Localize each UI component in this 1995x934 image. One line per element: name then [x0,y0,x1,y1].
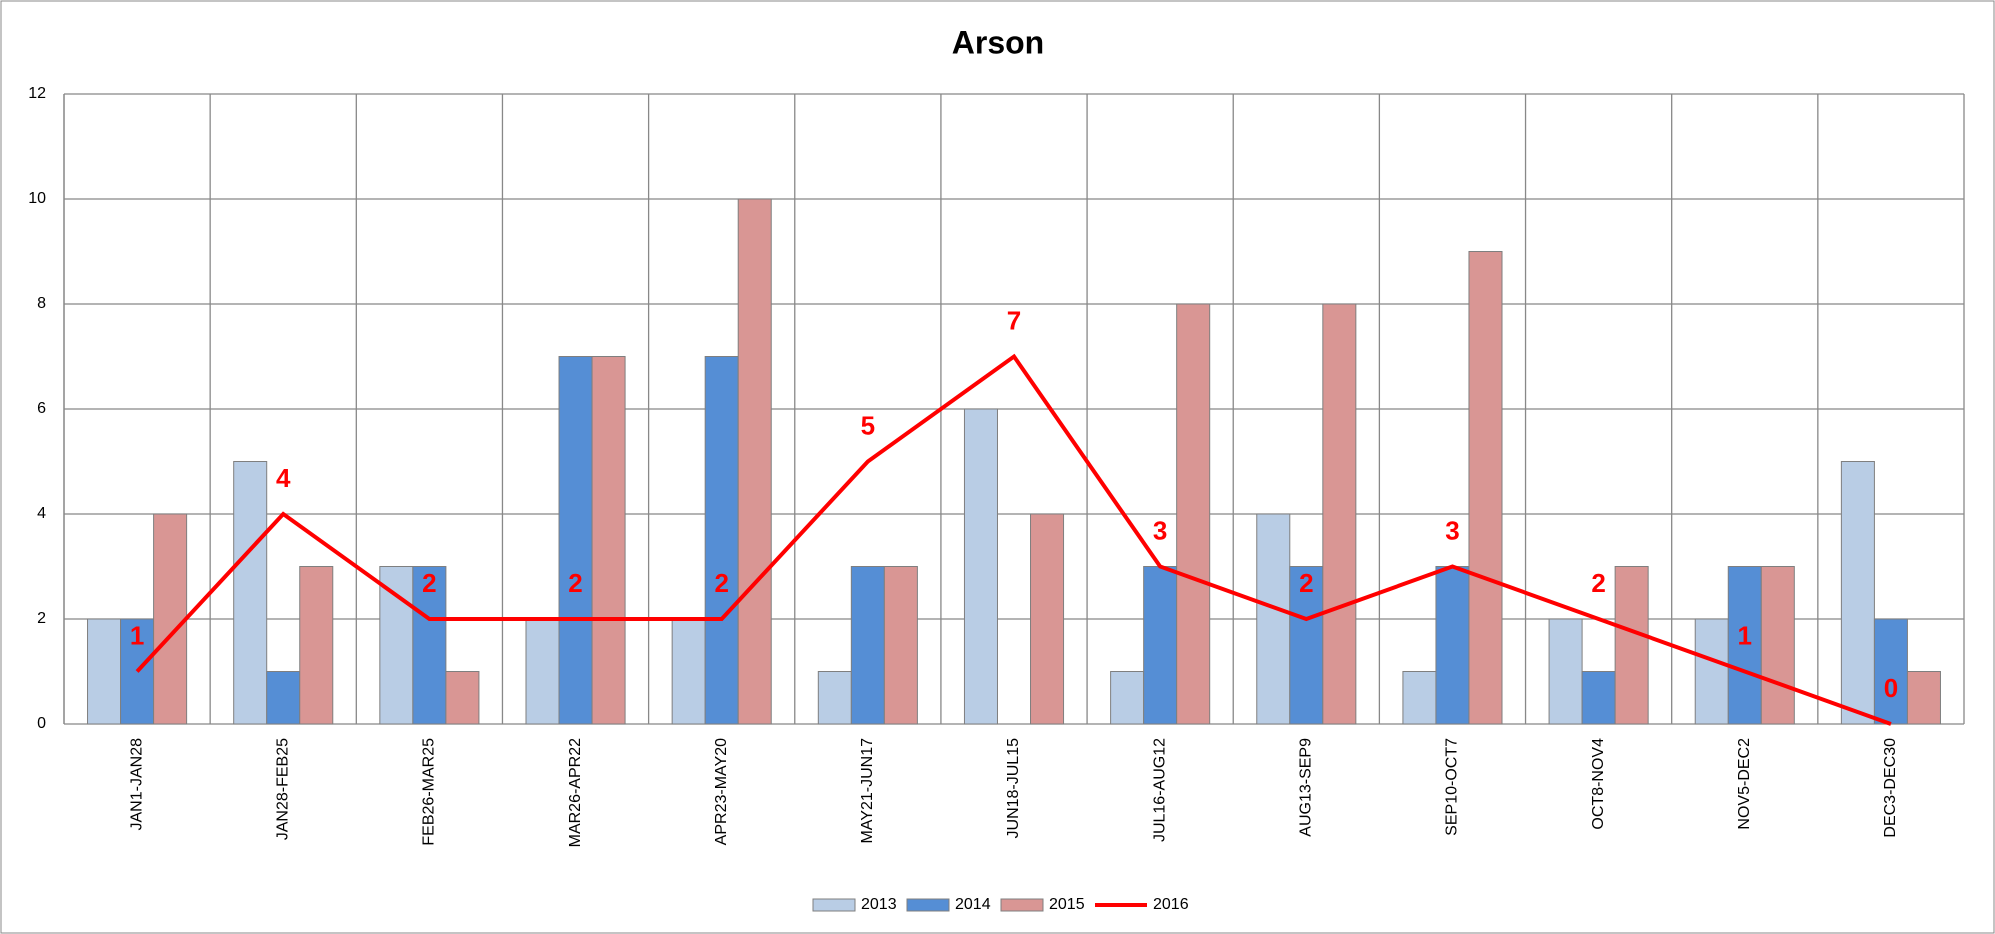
data-label: 1 [1738,620,1752,650]
x-tick-label: JUN18-JUL15 [1005,738,1022,839]
bar [445,671,480,725]
legend-swatch [1000,898,1044,912]
y-tick-label: 6 [37,400,46,417]
x-tick-label: OCT8-NOV4 [1590,738,1607,830]
bar [379,566,414,725]
data-label: 5 [861,410,875,440]
bar [1402,671,1437,725]
y-tick-label: 8 [37,295,46,312]
bar [525,618,560,725]
data-label: 4 [276,463,291,493]
bar [266,671,301,725]
y-tick-label: 4 [37,505,46,522]
x-tick-label: NOV5-DEC2 [1736,738,1753,830]
y-tick-label: 0 [37,715,46,732]
bar [817,671,852,725]
bar [671,618,706,725]
bar [299,566,334,725]
y-tick-label: 2 [37,610,46,627]
x-tick-label: MAY21-JUN17 [859,738,876,844]
bar [1435,566,1470,725]
data-label: 2 [568,568,582,598]
bar [87,618,122,725]
bar [233,461,268,725]
bar [737,198,772,725]
line-series [135,353,1892,726]
bar [120,618,155,725]
legend-label: 2016 [1153,896,1189,913]
bar [1840,461,1875,725]
bar [1176,303,1211,725]
bar [1468,251,1503,725]
bar [1727,566,1762,725]
bar [153,513,188,725]
bar [591,356,626,725]
x-tick-label: JAN28-FEB25 [274,738,291,840]
y-tick-label: 12 [28,85,46,102]
y-tick-label: 10 [28,190,46,207]
data-label: 3 [1153,515,1167,545]
bar [883,566,918,725]
x-tick-label: JUL16-AUG12 [1151,738,1168,842]
bar [1110,671,1145,725]
bar [1030,513,1065,725]
x-tick-label: AUG13-SEP9 [1298,738,1315,837]
bar [1760,566,1795,725]
data-label: 3 [1445,515,1459,545]
data-label: 2 [422,568,436,598]
legend-label: 2015 [1049,896,1085,913]
chart-title: Arson [952,24,1044,60]
legend-label: 2013 [861,896,897,913]
x-tick-label: DEC3-DEC30 [1882,738,1899,838]
bar [412,566,447,725]
x-tick-label: SEP10-OCT7 [1444,738,1461,836]
bar [1873,618,1908,725]
bar [558,356,593,725]
bar [1256,513,1291,725]
bar [963,408,998,725]
bar [1548,618,1583,725]
x-tick-label: FEB26-MAR25 [421,738,438,846]
bar [1581,671,1616,725]
legend-swatch [812,898,856,912]
x-tick-label: JAN1-JAN28 [128,738,145,831]
legend-label: 2014 [955,896,991,913]
bar [1289,566,1324,725]
data-label: 2 [1591,568,1605,598]
x-tick-label: APR23-MAY20 [713,738,730,845]
bar [1906,671,1941,725]
bar [850,566,885,725]
data-label: 2 [1299,568,1313,598]
bar [704,356,739,725]
legend-swatch [906,898,950,912]
data-label: 7 [1007,305,1021,335]
bar [1322,303,1357,725]
bar [1614,566,1649,725]
data-label: 1 [130,620,144,650]
data-label: 0 [1884,673,1898,703]
x-tick-label: MAR26-APR22 [567,738,584,847]
bar [1143,566,1178,725]
bar [1694,618,1729,725]
data-label: 2 [714,568,728,598]
